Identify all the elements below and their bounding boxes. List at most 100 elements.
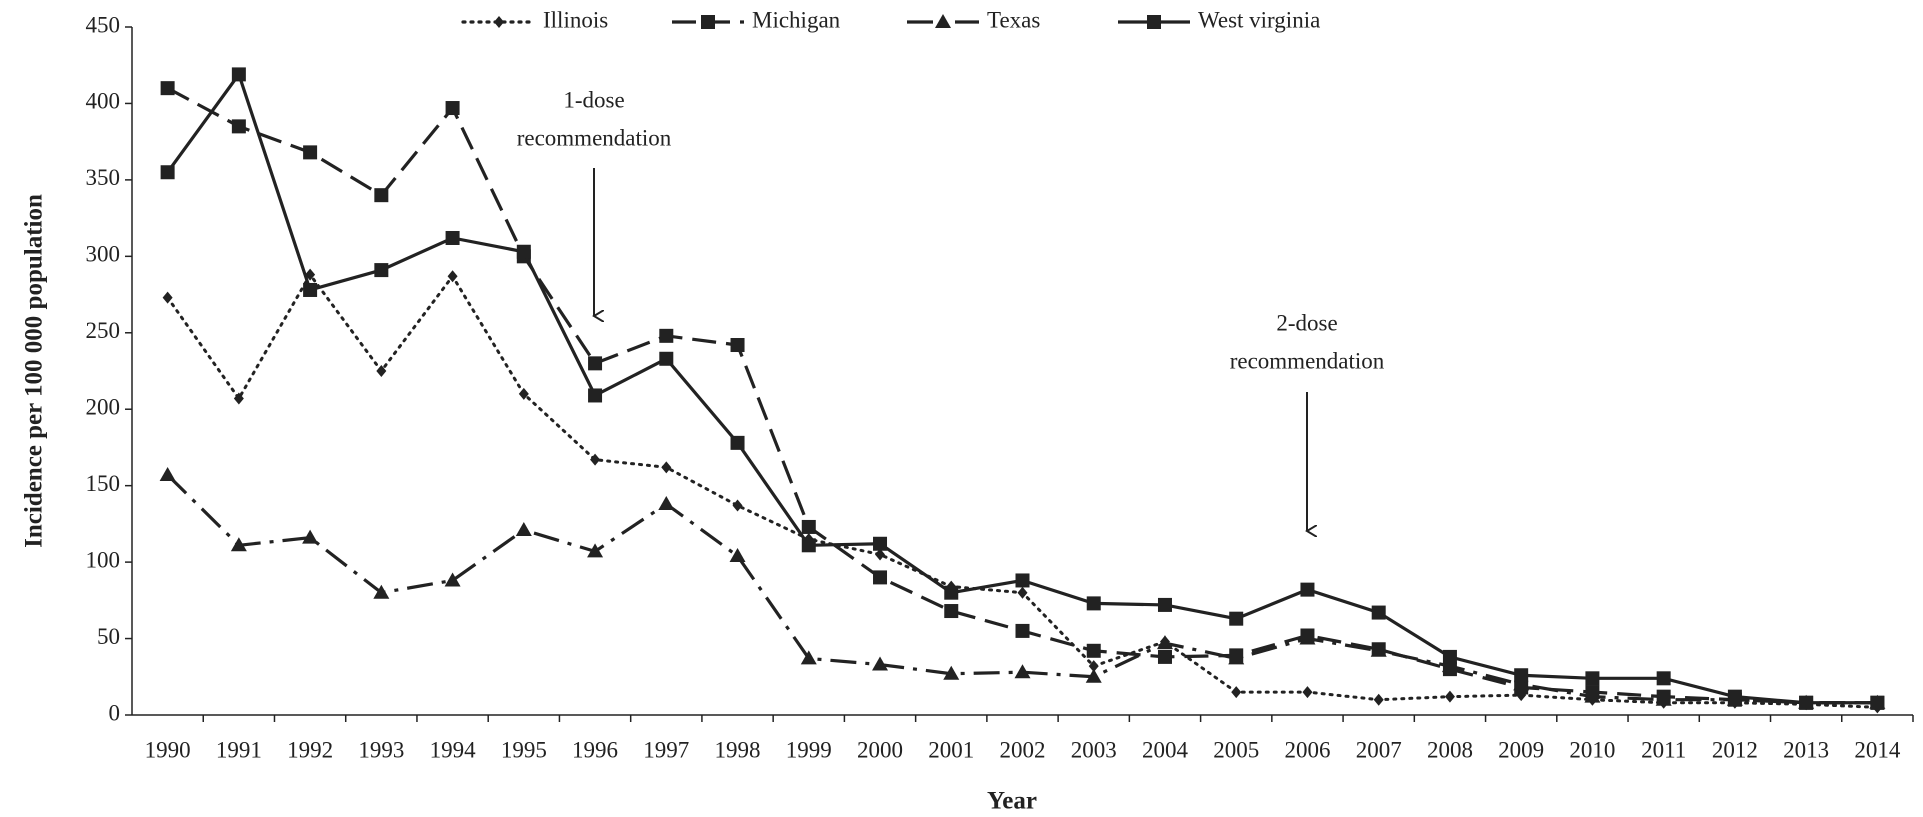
annotation: recommendation — [1230, 348, 1385, 373]
point — [1799, 695, 1814, 710]
point — [661, 461, 672, 474]
point — [1727, 689, 1742, 704]
point — [1085, 668, 1102, 683]
point — [935, 14, 951, 28]
y-tick-label: 50 — [97, 624, 120, 649]
y-tick-label: 350 — [86, 165, 121, 190]
x-tick-label: 1990 — [145, 737, 191, 762]
y-tick-label: 400 — [86, 89, 121, 114]
x-tick-label: 2013 — [1783, 737, 1829, 762]
point — [374, 188, 389, 203]
point — [1302, 686, 1313, 699]
point — [1299, 630, 1316, 645]
point — [1441, 658, 1458, 673]
point — [1370, 642, 1387, 657]
x-tick-label: 2014 — [1854, 737, 1901, 762]
annotation: 1-dose — [563, 87, 624, 112]
point — [373, 584, 390, 599]
legend-label: West virginia — [1198, 7, 1320, 32]
x-tick-label: 1992 — [287, 737, 333, 762]
x-tick-label: 2006 — [1284, 737, 1330, 762]
x-axis-label: Year — [987, 788, 1037, 815]
x-tick-label: 2012 — [1712, 737, 1758, 762]
x-tick-label: 1998 — [715, 737, 761, 762]
x-tick-label: 2001 — [928, 737, 974, 762]
y-tick-label: 300 — [86, 242, 121, 267]
point — [376, 365, 387, 377]
y-tick-label: 0 — [109, 700, 121, 725]
point — [944, 604, 959, 619]
x-tick-label: 1993 — [358, 737, 404, 762]
point — [1014, 664, 1031, 679]
point — [587, 543, 604, 558]
point — [701, 15, 715, 29]
point — [801, 538, 816, 553]
point — [159, 466, 176, 481]
point — [231, 119, 246, 134]
x-tick-label: 1995 — [501, 737, 547, 762]
point — [875, 548, 886, 561]
point — [447, 270, 458, 283]
point — [1585, 671, 1600, 686]
point — [732, 499, 743, 512]
point — [590, 453, 601, 466]
y-tick-label: 450 — [86, 12, 121, 37]
x-tick-label: 2003 — [1071, 737, 1117, 762]
y-tick-label: 200 — [86, 395, 121, 420]
x-tick-label: 1999 — [786, 737, 832, 762]
point — [303, 145, 318, 160]
point — [1514, 668, 1529, 683]
point — [1015, 573, 1030, 588]
x-tick-label: 2011 — [1641, 737, 1686, 762]
point — [1017, 586, 1028, 599]
series-line — [166, 86, 1878, 705]
point — [1300, 582, 1315, 597]
point — [730, 435, 745, 450]
point — [444, 572, 461, 587]
point — [1655, 691, 1672, 706]
x-tick-label: 2004 — [1142, 737, 1189, 762]
series-line — [166, 70, 1878, 705]
annotation: 2-dose — [1276, 310, 1337, 335]
point — [659, 351, 674, 366]
point — [231, 67, 246, 82]
point — [1086, 643, 1101, 658]
point — [233, 392, 244, 405]
point — [1442, 649, 1457, 664]
point — [1157, 597, 1172, 612]
point — [518, 387, 529, 400]
y-tick-label: 100 — [86, 547, 121, 572]
point — [1157, 649, 1172, 664]
y-tick-label: 250 — [86, 318, 121, 343]
x-tick-label: 2002 — [1000, 737, 1046, 762]
x-tick-label: 1994 — [430, 737, 477, 762]
point — [1156, 635, 1173, 650]
x-tick-label: 2007 — [1356, 737, 1402, 762]
x-tick-label: 2010 — [1569, 737, 1615, 762]
point — [1870, 695, 1885, 710]
y-tick-label: 150 — [86, 471, 121, 496]
point — [494, 16, 504, 28]
point — [659, 328, 674, 343]
series-line — [166, 271, 1879, 709]
y-axis-label: Incidence per 100 000 population — [21, 194, 48, 548]
point — [516, 244, 531, 259]
x-tick-label: 1996 — [572, 737, 618, 762]
x-tick-label: 2009 — [1498, 737, 1544, 762]
point — [873, 536, 888, 551]
point — [1015, 623, 1030, 638]
point — [445, 101, 460, 116]
legend-label: Michigan — [752, 7, 841, 32]
point — [1088, 660, 1099, 673]
point — [374, 263, 389, 278]
point — [302, 529, 319, 544]
point — [943, 665, 960, 680]
point — [588, 356, 603, 371]
point — [658, 496, 675, 511]
legend-label: Illinois — [543, 7, 608, 32]
legend-label: Texas — [987, 7, 1040, 32]
point — [944, 585, 959, 600]
x-tick-label: 2000 — [857, 737, 903, 762]
point — [729, 547, 746, 562]
point — [230, 537, 247, 552]
